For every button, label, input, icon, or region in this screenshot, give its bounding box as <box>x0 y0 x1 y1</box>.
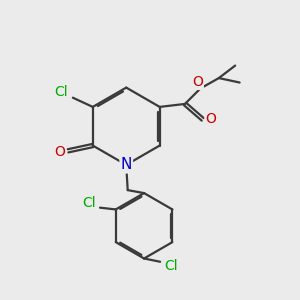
Text: O: O <box>54 145 65 159</box>
Text: Cl: Cl <box>82 196 96 210</box>
Text: N: N <box>121 158 132 172</box>
Text: Cl: Cl <box>165 259 178 273</box>
Text: Cl: Cl <box>55 85 68 99</box>
Text: O: O <box>206 112 216 126</box>
Text: O: O <box>192 75 203 89</box>
